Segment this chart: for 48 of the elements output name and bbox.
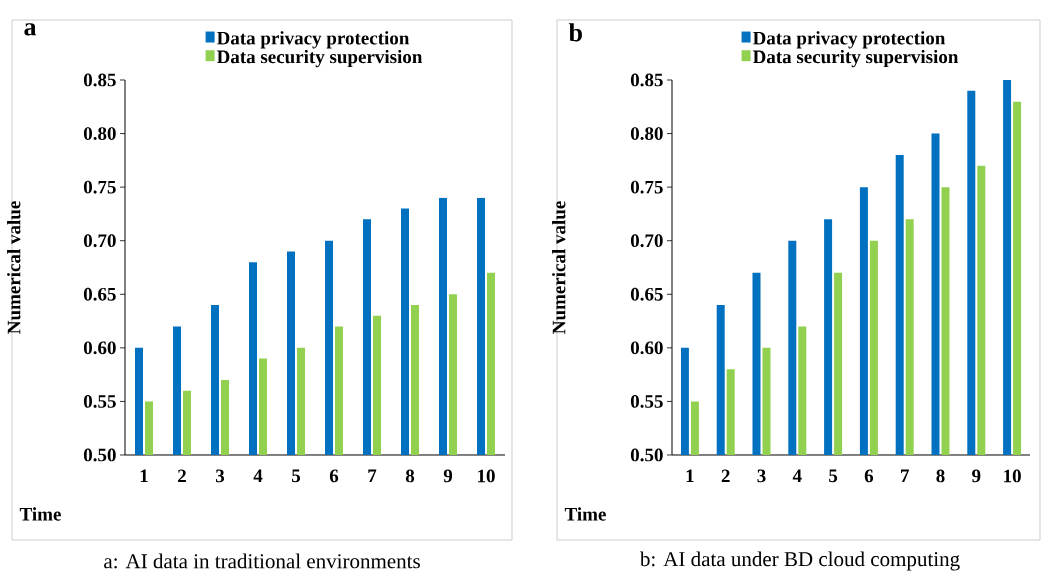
y-axis-title: Numerical value: [552, 201, 566, 334]
y-tick-label: 0.70: [83, 234, 116, 248]
y-tick-label: 0.80: [83, 127, 116, 141]
x-tick-label: 9: [443, 469, 453, 483]
y-tick-label: 0.55: [630, 394, 663, 408]
text: a: AI data in traditional environments: [104, 553, 420, 569]
x-tick-label: 1: [686, 469, 694, 483]
legend-label: Data security supervision: [752, 49, 959, 68]
y-tick-label: 0.75: [630, 180, 663, 194]
x-tick-label: 8: [936, 469, 945, 483]
chart-title: b: [568, 23, 582, 42]
x-tick-label: 5: [292, 469, 301, 483]
x-tick-label: 9: [972, 469, 981, 483]
x-tick-label: 2: [721, 469, 730, 483]
x-axis-title: Time: [564, 507, 606, 521]
x-tick-label: 1: [140, 469, 148, 483]
y-tick-label: 0.60: [630, 341, 663, 355]
y-tick-label: 0.85: [630, 73, 663, 87]
chart-title: a: [24, 23, 37, 36]
y-tick-label: 0.55: [83, 394, 116, 408]
y-tick-label: 0.80: [630, 127, 663, 141]
x-tick-label: 7: [901, 469, 909, 482]
y-tick-label: 0.70: [630, 234, 663, 248]
x-tick-label: 3: [215, 469, 225, 483]
legend-label: Data privacy protection: [752, 31, 946, 49]
x-tick-label: 10: [1004, 469, 1021, 483]
y-axis-title: Numerical value: [7, 201, 21, 334]
x-tick-label: 5: [829, 469, 838, 483]
x-tick-label: 7: [368, 469, 377, 482]
x-tick-label: 6: [329, 469, 339, 483]
y-tick-label: 0.75: [83, 180, 116, 194]
y-tick-label: 0.85: [83, 73, 116, 87]
text: b: AI data under BD cloud computing: [639, 551, 960, 571]
x-tick-label: 4: [253, 469, 263, 483]
y-tick-label: 0.50: [630, 448, 663, 462]
x-tick-label: 4: [792, 469, 802, 483]
x-tick-label: 6: [864, 469, 874, 483]
legend-label: Data privacy protection: [216, 31, 410, 49]
x-tick-label: 10: [478, 469, 495, 483]
x-axis-title: Time: [19, 507, 61, 521]
legend-label: Data security supervision: [216, 49, 423, 68]
y-tick-label: 0.65: [83, 287, 116, 301]
x-tick-label: 3: [757, 469, 766, 483]
y-tick-label: 0.65: [630, 287, 663, 301]
x-tick-label: 8: [405, 469, 415, 483]
y-tick-label: 0.60: [83, 341, 116, 355]
x-tick-label: 2: [178, 469, 186, 483]
y-tick-label: 0.50: [83, 448, 116, 462]
